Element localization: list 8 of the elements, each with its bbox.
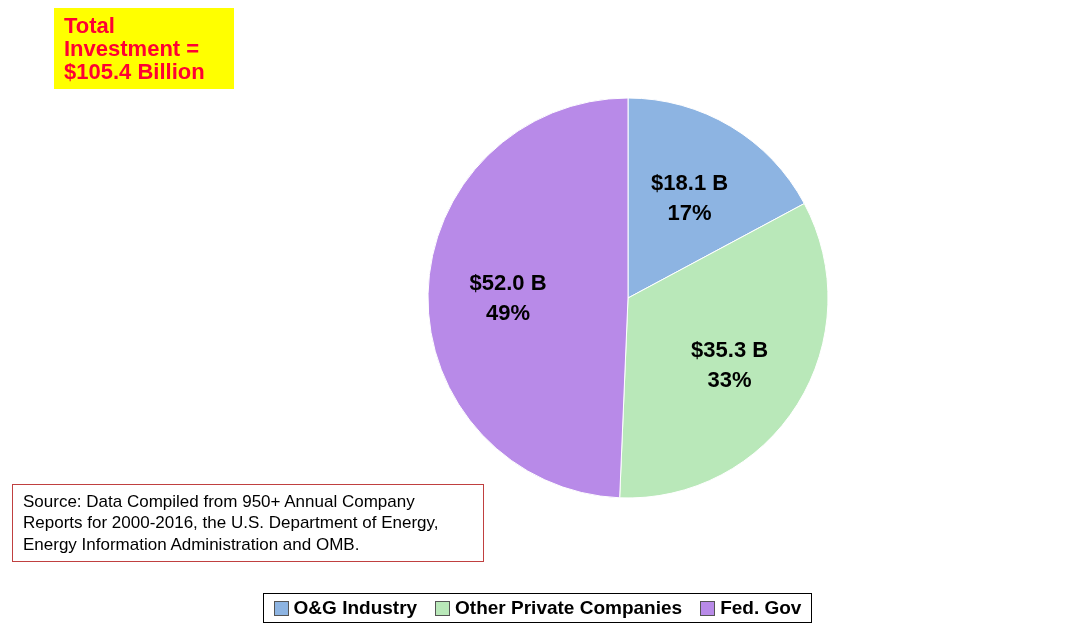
legend-label: O&G Industry bbox=[292, 597, 418, 619]
source-note: Source: Data Compiled from 950+ Annual Company Reports for 2000-2016, the U.S. Department of Energy, Energy Information Administration and OMB. bbox=[12, 484, 484, 562]
data-label: $35.3 B 33% bbox=[691, 336, 769, 392]
legend-label: Other Private Companies bbox=[454, 597, 683, 619]
legend-label: Fed. Gov bbox=[719, 597, 802, 619]
text: Total Investment = $105.4 Billion bbox=[54, 8, 234, 90]
data-label: $52.0 B 49% bbox=[469, 270, 547, 325]
data-label: $18.1 B 17% bbox=[651, 169, 729, 225]
